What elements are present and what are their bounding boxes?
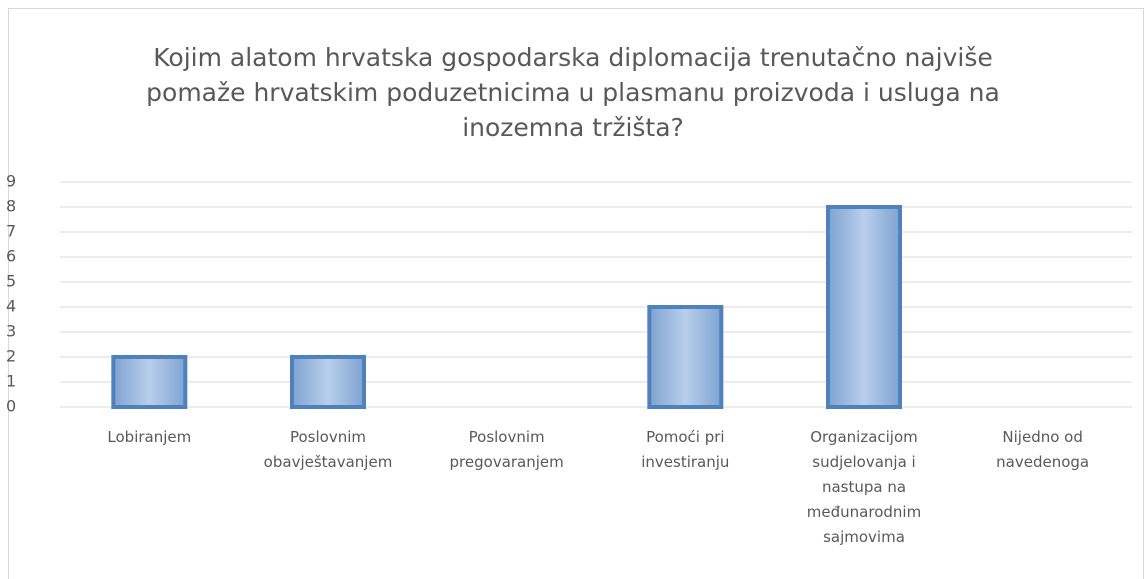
y-tick-label: 9: [6, 172, 16, 191]
x-tick-label: Nijedno od navedenoga: [996, 428, 1090, 471]
x-tick-label: Lobiranjem: [107, 428, 192, 446]
x-tick-label: Poslovnim obavještavanjem: [263, 428, 393, 471]
x-tick-label: Poslovnim pregovaranjem: [449, 428, 564, 471]
y-tick-label: 6: [6, 247, 16, 266]
x-tick-label: Organizacijom sudjelovanja i nastupa na …: [806, 428, 922, 546]
chart-title: Kojim alatom hrvatska gospodarska diplom…: [146, 43, 1000, 142]
bar: [647, 305, 724, 409]
bar: [111, 355, 188, 409]
y-tick-label: 3: [6, 322, 16, 341]
bar: [290, 355, 366, 409]
y-tick-label: 7: [6, 222, 16, 241]
y-tick-label: 4: [6, 297, 16, 316]
y-tick-label: 1: [6, 372, 16, 391]
y-tick-label: 0: [6, 397, 16, 416]
bar: [826, 205, 902, 409]
y-tick-label: 8: [6, 197, 16, 216]
y-tick-label: 5: [6, 272, 16, 291]
x-tick-label: Pomoći pri investiranju: [641, 428, 730, 471]
y-tick-label: 2: [6, 347, 16, 366]
chart-frame: [8, 8, 1144, 579]
